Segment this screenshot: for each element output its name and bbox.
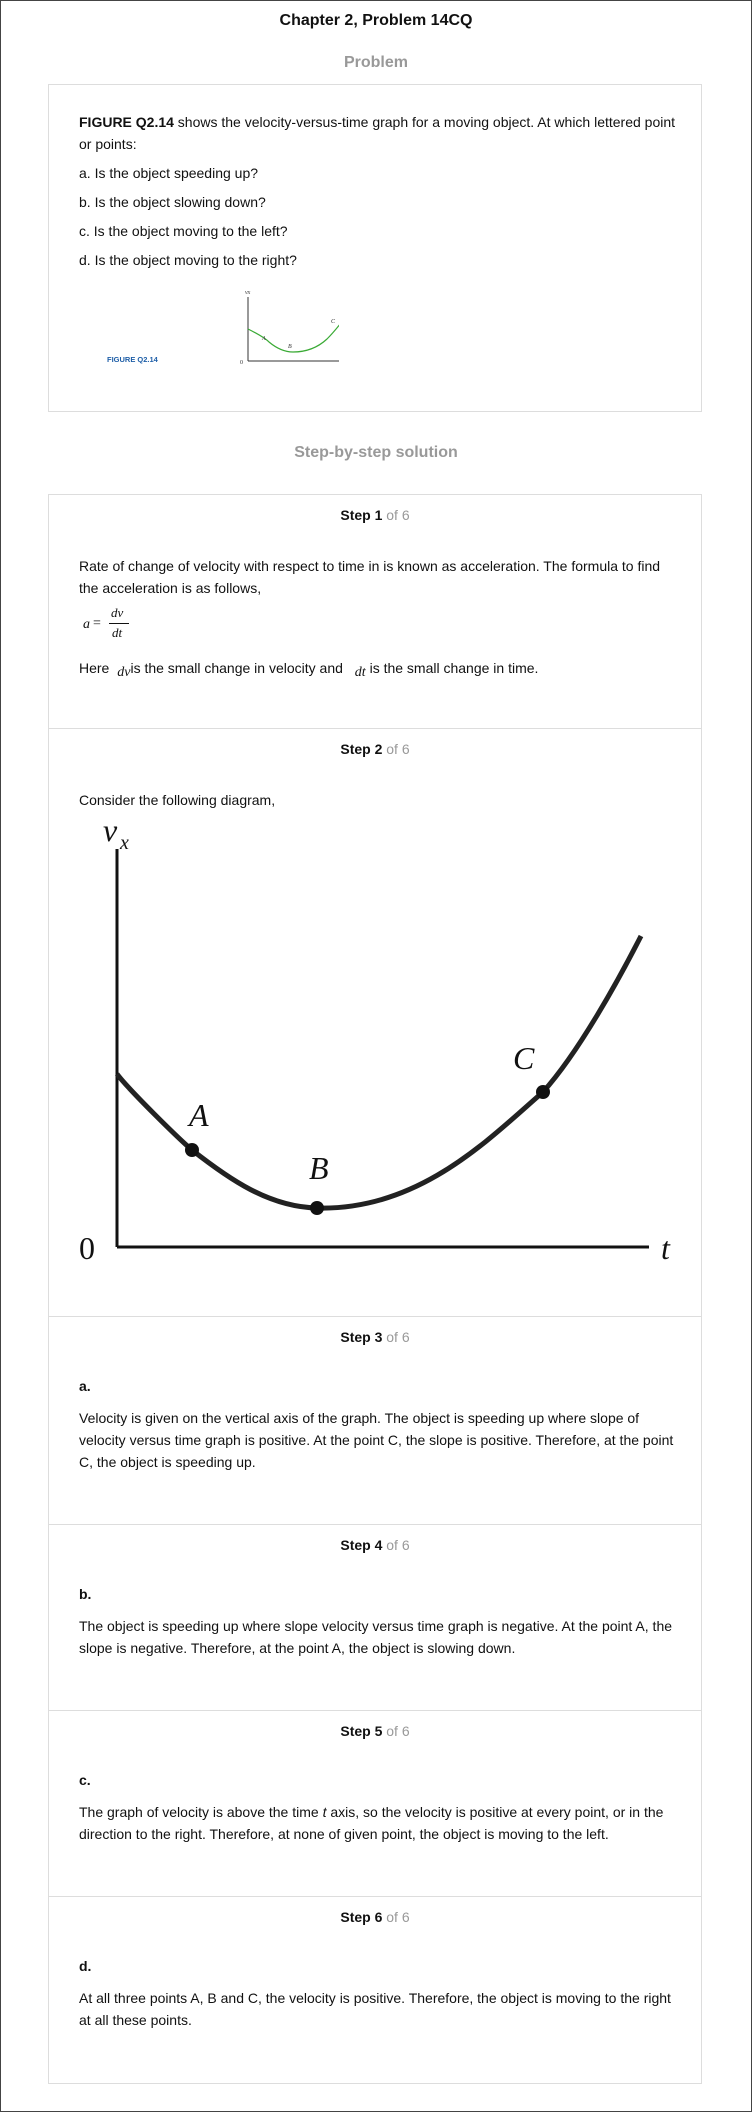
step-4: Step 4 of 6 b. The object is speeding up… [49, 1525, 701, 1711]
point-c-marker [536, 1085, 550, 1099]
figure-caption: FIGURE Q2.14 [107, 355, 159, 364]
problem-intro: shows the velocity-versus-time graph for… [79, 114, 676, 152]
dv-symbol: dv [117, 665, 131, 680]
part-label: c. [79, 1772, 91, 1788]
step-count: of 6 [382, 1537, 410, 1553]
step-text: The object is speeding up where slope ve… [79, 1618, 673, 1656]
step-content: d. At all three points A, B and C, the v… [79, 1955, 679, 2031]
part-label: a. [79, 1378, 91, 1394]
page-title: Chapter 2, Problem 14CQ [279, 12, 473, 29]
time-symbol: t [322, 1804, 327, 1820]
thumb-y-label: vx [245, 290, 251, 296]
step-5: Step 5 of 6 c. The graph of velocity is … [49, 1711, 701, 1897]
step-content: a. Velocity is given on the vertical axi… [79, 1375, 679, 1473]
step-header: Step 5 of 6 [49, 1723, 701, 1739]
point-a-marker [185, 1143, 199, 1157]
velocity-time-graph: v x t 0 A B C [79, 812, 671, 1266]
step-content: b. The object is speeding up where slope… [79, 1583, 679, 1659]
step-text: Velocity is given on the vertical axis o… [79, 1410, 674, 1470]
dt-symbol: dt [354, 665, 366, 680]
step-6: Step 6 of 6 d. At all three points A, B … [49, 1897, 701, 2083]
step-header: Step 1 of 6 [49, 507, 701, 523]
question-b: b. Is the object slowing down? [79, 194, 266, 210]
velocity-curve [115, 934, 644, 1211]
step-number: Step 4 [340, 1537, 383, 1553]
graph-origin: 0 [79, 1230, 95, 1266]
step-text: Consider the following diagram, [79, 792, 276, 808]
graph-x-label: t [661, 1230, 671, 1266]
solution-heading: Step-by-step solution [294, 444, 458, 461]
step-header: Step 3 of 6 [49, 1329, 701, 1345]
formula-numerator: dv [111, 605, 124, 620]
thumb-point-a: A [261, 336, 266, 342]
step-number: Step 1 [340, 507, 383, 523]
step-count: of 6 [382, 741, 410, 757]
graph-y-label: v [103, 812, 118, 848]
step-content: Consider the following diagram, [79, 789, 679, 811]
question-a: a. Is the object speeding up? [79, 165, 259, 181]
text-prefix: The graph of velocity is above the time [79, 1804, 323, 1820]
formula-equals: = [93, 616, 101, 631]
step-count: of 6 [382, 1723, 410, 1739]
problem-statement: FIGURE Q2.14 shows the velocity-versus-t… [79, 111, 679, 155]
thumb-origin: 0 [240, 360, 243, 366]
part-label: d. [79, 1958, 92, 1974]
figure-reference: FIGURE Q2.14 [79, 114, 174, 130]
text-suffix: axis, so the velocity is positive at eve… [79, 1804, 664, 1842]
step-header: Step 2 of 6 [49, 741, 701, 757]
here-middle: is the small change in velocity and [130, 660, 347, 676]
formula-lhs: a [83, 617, 90, 632]
graph-y-subscript: x [119, 832, 129, 854]
step-2: Step 2 of 6 Consider the following diagr… [49, 729, 701, 1317]
question-c: c. Is the object moving to the left? [79, 223, 288, 239]
step-count: of 6 [382, 1909, 410, 1925]
thumb-curve [247, 324, 339, 353]
figure-thumbnail: FIGURE Q2.14 vx t 0 A B C [107, 290, 339, 366]
step-number: Step 6 [340, 1909, 383, 1925]
step-text: Rate of change of velocity with respect … [79, 558, 661, 596]
step-3: Step 3 of 6 a. Velocity is given on the … [49, 1317, 701, 1525]
step-count: of 6 [382, 507, 410, 523]
step-text: At all three points A, B and C, the velo… [79, 1990, 671, 2028]
acceleration-formula: a = dv dt [79, 603, 679, 649]
step-content: c. The graph of velocity is above the ti… [79, 1769, 679, 1845]
solution-card: Step 1 of 6 Rate of change of velocity w… [48, 494, 702, 2084]
point-a-label: A [187, 1097, 209, 1133]
fraction-bar [109, 623, 129, 624]
step-header: Step 6 of 6 [49, 1909, 701, 1925]
question-d: d. Is the object moving to the right? [79, 252, 297, 268]
problem-body: FIGURE Q2.14 shows the velocity-versus-t… [79, 111, 679, 271]
point-c-label: C [513, 1040, 535, 1076]
here-prefix: Here [79, 660, 114, 676]
part-label: b. [79, 1586, 92, 1602]
step-text: The graph of velocity is above the time … [79, 1801, 679, 1845]
step-here-text: Here dvis the small change in velocity a… [79, 657, 679, 681]
step-content: Rate of change of velocity with respect … [79, 555, 679, 681]
step-number: Step 3 [340, 1329, 383, 1345]
step-count: of 6 [382, 1329, 410, 1345]
problem-heading: Problem [343, 54, 408, 71]
point-b-marker [310, 1201, 324, 1215]
step-header: Step 4 of 6 [49, 1537, 701, 1553]
formula-denominator: dt [112, 625, 123, 640]
step-number: Step 5 [340, 1723, 383, 1739]
problem-card: FIGURE Q2.14 shows the velocity-versus-t… [48, 84, 702, 412]
thumb-point-b: B [288, 344, 292, 350]
step-1: Step 1 of 6 Rate of change of velocity w… [49, 495, 701, 729]
thumb-point-c: C [331, 319, 336, 325]
step-number: Step 2 [340, 741, 383, 757]
point-b-label: B [309, 1150, 329, 1186]
here-suffix: is the small change in time. [369, 660, 539, 676]
